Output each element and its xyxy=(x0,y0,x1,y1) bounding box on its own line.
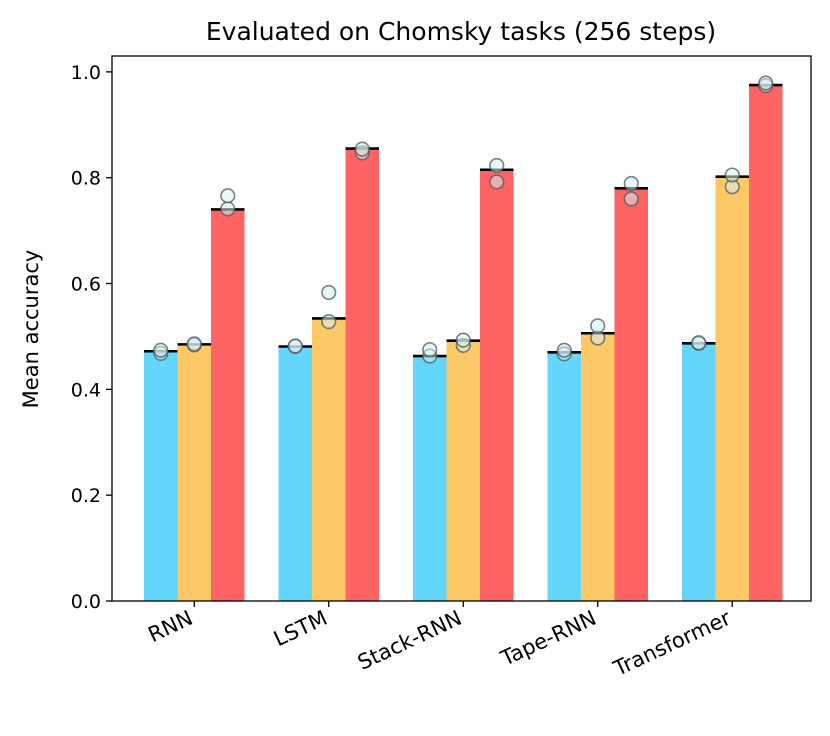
y-tick-label-0.8: 0.8 xyxy=(71,168,101,190)
x-tick-label-lstm: LSTM xyxy=(270,606,331,651)
point-stack-rnn-s2-2 xyxy=(455,332,471,348)
point-tape-rnn-s3-1 xyxy=(623,191,639,207)
bar-rnn-s1 xyxy=(144,351,178,601)
point-lstm-s3-2 xyxy=(354,141,370,157)
point-lstm-s2-1 xyxy=(321,314,337,330)
point-lstm-s1-2 xyxy=(287,338,303,354)
bar-transformer-s3 xyxy=(749,85,783,602)
bar-stack-rnn-s1 xyxy=(413,356,447,601)
y-tick-label-0.4: 0.4 xyxy=(71,379,101,401)
bar-stack-rnn-s2 xyxy=(446,340,480,601)
bar-tape-rnn-s3 xyxy=(614,188,648,601)
point-rnn-s2-2 xyxy=(186,336,202,352)
bar-lstm-s3 xyxy=(345,148,379,601)
x-axis: RNN LSTM Stack-RNN Tape-RNN Transformer xyxy=(145,601,735,681)
y-tick-label-0.0: 0.0 xyxy=(71,591,101,613)
bar-tape-rnn-s1 xyxy=(547,352,581,601)
bar-lstm-s2 xyxy=(312,318,346,601)
y-axis-title: Mean accuracy xyxy=(19,250,43,409)
point-tape-rnn-s1-2 xyxy=(556,342,572,358)
bar-tape-rnn-s2 xyxy=(581,333,615,601)
x-tick-label-transformer: Transformer xyxy=(609,606,735,682)
y-tick-label-0.2: 0.2 xyxy=(71,485,101,507)
point-stack-rnn-s3-1 xyxy=(489,174,505,190)
bar-transformer-s2 xyxy=(715,176,749,601)
bars-layer xyxy=(144,85,783,602)
point-stack-rnn-s1-2 xyxy=(422,342,438,358)
bar-rnn-s3 xyxy=(211,209,245,602)
point-transformer-s2-2 xyxy=(724,167,740,183)
bar-rnn-s2 xyxy=(177,344,211,601)
bar-transformer-s1 xyxy=(682,343,716,601)
point-transformer-s3-2 xyxy=(758,75,774,91)
point-rnn-s3-2 xyxy=(220,188,236,204)
point-tape-rnn-s3-2 xyxy=(623,175,639,192)
y-tick-label-1.0: 1.0 xyxy=(71,62,101,84)
chart-title: Evaluated on Chomsky tasks (256 steps) xyxy=(206,17,716,46)
point-rnn-s3-1 xyxy=(220,201,236,217)
x-tick-label-rnn: RNN xyxy=(145,606,197,647)
point-tape-rnn-s2-2 xyxy=(590,318,606,334)
x-tick-label-tape-rnn: Tape-RNN xyxy=(496,606,600,671)
plot-frame xyxy=(111,55,812,602)
y-tick-label-0.6: 0.6 xyxy=(71,274,101,296)
y-axis: 0.0 0.2 0.4 0.6 0.8 1.0 xyxy=(71,62,112,613)
point-transformer-s1-2 xyxy=(691,335,707,351)
bar-stack-rnn-s3 xyxy=(480,169,514,601)
x-tick-label-stack-rnn: Stack-RNN xyxy=(354,606,465,675)
point-stack-rnn-s3-2 xyxy=(489,157,505,174)
bar-lstm-s1 xyxy=(278,346,312,601)
point-lstm-s2-2 xyxy=(321,284,337,301)
points-layer xyxy=(153,75,774,364)
point-rnn-s1-2 xyxy=(153,342,169,358)
